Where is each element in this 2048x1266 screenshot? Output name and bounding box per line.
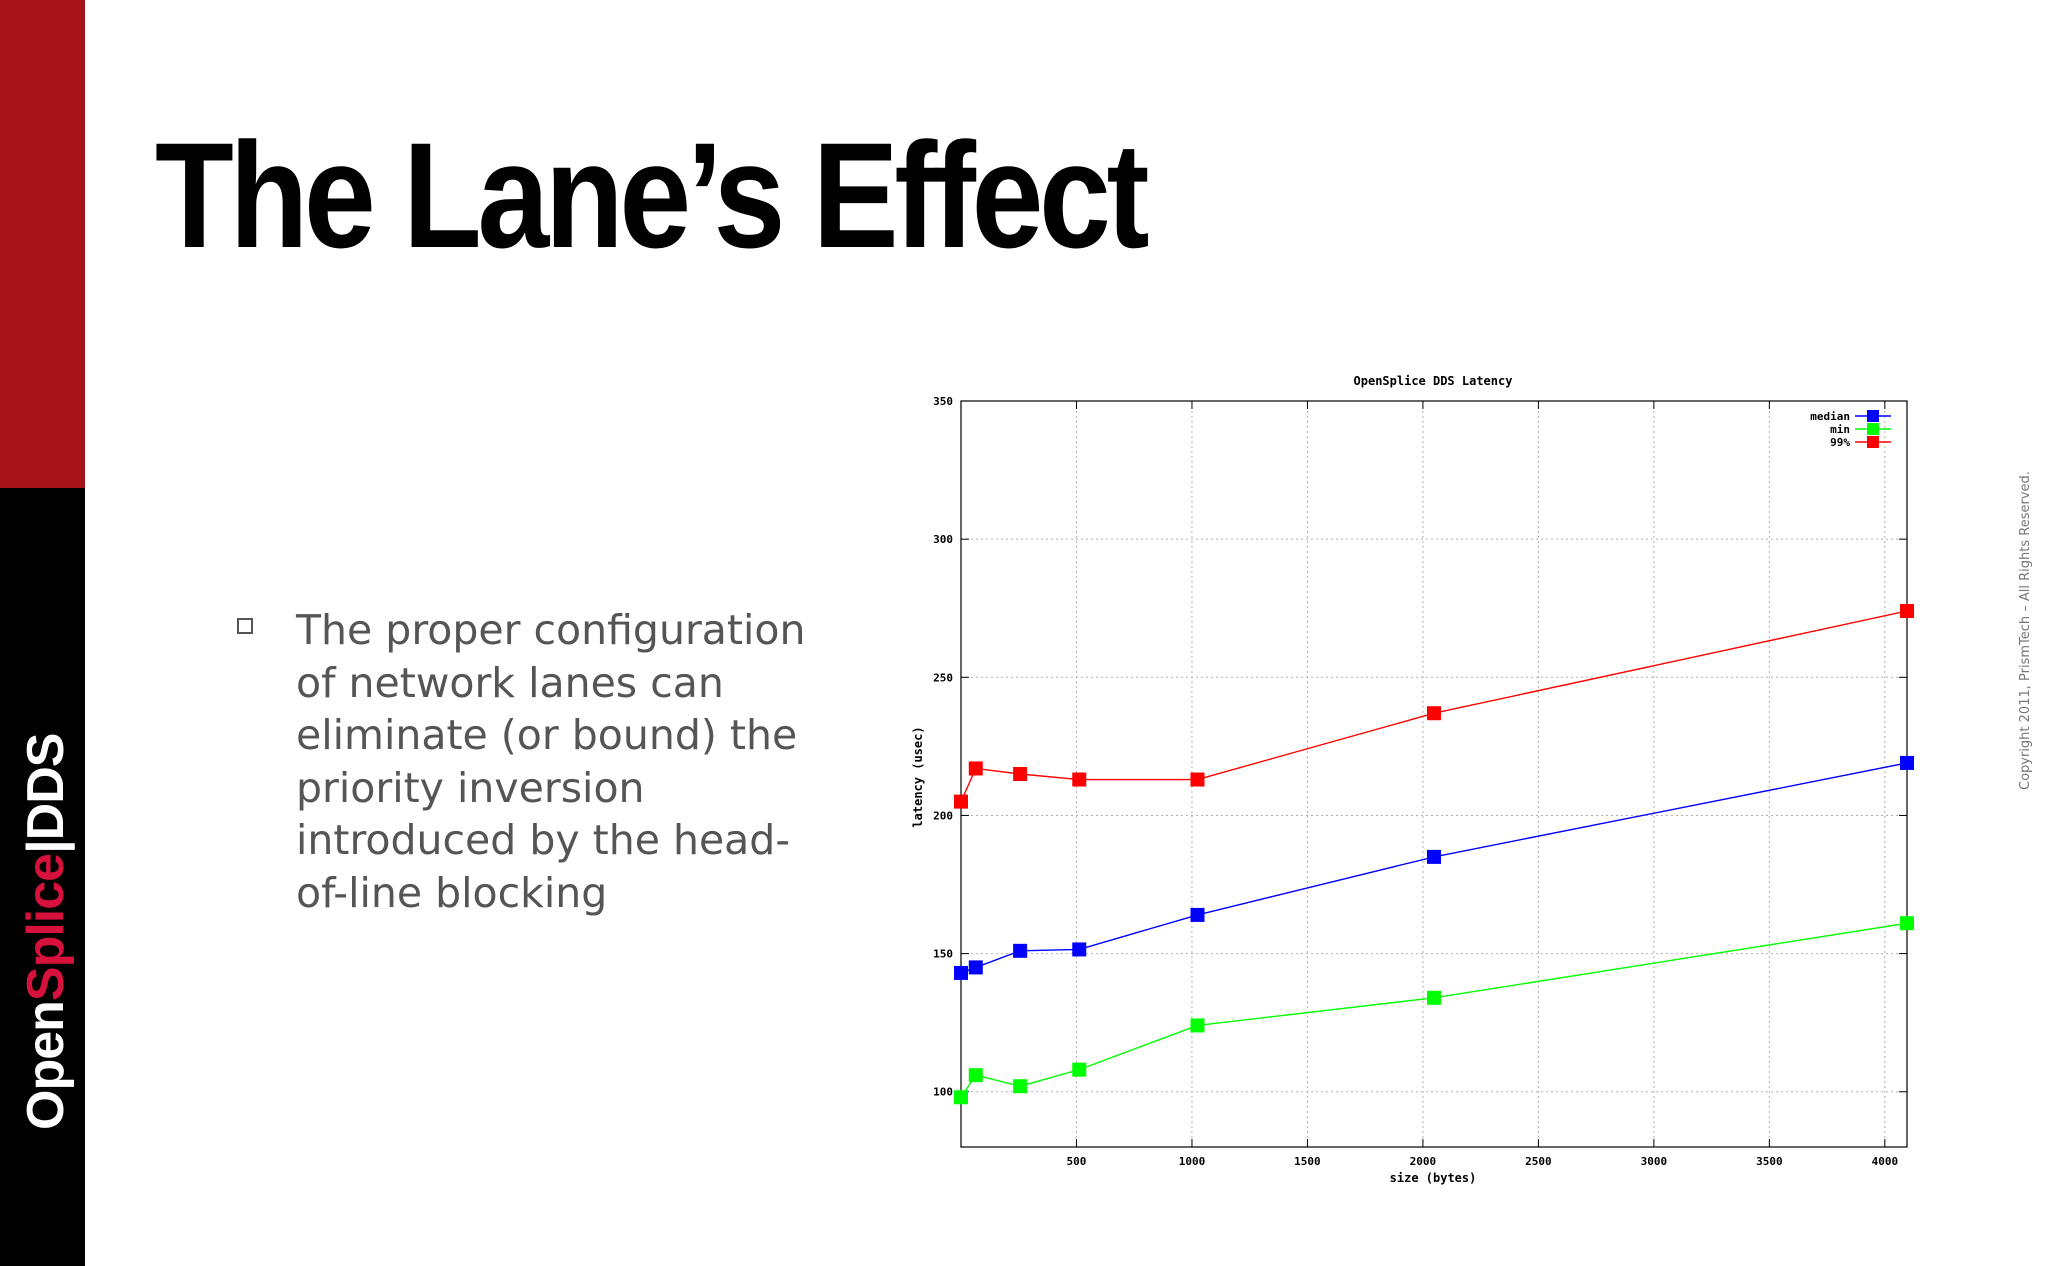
x-tick-label: 1000 — [1179, 1155, 1206, 1168]
chart-axes: 500 1000 1500 2000 2500 3000 3500 4000 100 150 200… — [933, 395, 1908, 1168]
data-point — [1190, 772, 1205, 787]
chart-series — [954, 603, 1914, 1105]
legend-label: median — [1810, 410, 1850, 423]
legend-marker — [1867, 423, 1879, 435]
data-point — [1072, 1062, 1087, 1077]
sidebar-black-band — [0, 488, 85, 1266]
chart-y-axis-label: latency (usec) — [911, 726, 925, 827]
latency-chart: OpenSplice DDS Latency size (bytes) late… — [911, 374, 1914, 1185]
bullet-text: The proper configuration of network lane… — [296, 606, 806, 917]
data-point — [1013, 943, 1028, 958]
x-tick-label: 4000 — [1872, 1155, 1899, 1168]
data-point — [1427, 849, 1441, 864]
y-tick-label: 250 — [933, 671, 953, 684]
y-tick-label: 100 — [933, 1086, 953, 1099]
logo-separator: | — [17, 840, 75, 854]
data-point — [1427, 990, 1441, 1005]
legend-marker — [1867, 410, 1879, 422]
chart-title: OpenSplice DDS Latency — [1354, 374, 1513, 388]
data-point — [954, 965, 968, 980]
logo-open: Open — [17, 1001, 75, 1130]
y-tick-label: 350 — [933, 395, 953, 408]
data-point — [1900, 603, 1914, 618]
opensplice-dds-logo: OpenSplice|DDS — [16, 734, 76, 1130]
data-point — [1900, 755, 1914, 770]
y-tick-label: 150 — [933, 948, 953, 961]
sidebar-red-band — [0, 0, 85, 488]
data-point — [968, 1068, 983, 1083]
data-point — [968, 761, 983, 776]
series-line-1 — [960, 922, 1908, 1098]
data-point — [1013, 767, 1028, 781]
data-point — [1190, 907, 1205, 922]
copyright-notice: Copyright 2011, PrismTech – All Rights R… — [2018, 471, 2033, 790]
data-point — [1900, 916, 1914, 931]
data-point — [1072, 772, 1087, 787]
x-tick-label: 2500 — [1525, 1155, 1552, 1168]
slide-title: The Lane’s Effect — [155, 111, 1150, 279]
y-tick-label: 200 — [933, 809, 953, 822]
logo-splice: Splice — [17, 853, 75, 1002]
data-point — [1013, 1079, 1028, 1094]
chart-x-axis-label: size (bytes) — [1390, 1171, 1477, 1185]
x-tick-label: 1500 — [1294, 1155, 1321, 1168]
plot-frame — [960, 400, 1908, 1148]
x-tick-label: 3000 — [1641, 1155, 1668, 1168]
logo-dds: DDS — [17, 733, 75, 841]
legend-label: min — [1830, 423, 1850, 436]
bullet-square-icon — [237, 618, 253, 634]
data-point — [954, 794, 968, 809]
data-point — [1190, 1018, 1205, 1033]
data-point — [954, 1090, 968, 1105]
y-tick-label: 300 — [933, 533, 953, 546]
legend-marker — [1867, 436, 1879, 448]
data-point — [968, 960, 983, 975]
data-point — [1072, 942, 1087, 957]
series-line-0 — [960, 762, 1908, 974]
x-tick-label: 2000 — [1410, 1155, 1437, 1168]
x-tick-label: 3500 — [1756, 1155, 1783, 1168]
data-point — [1427, 706, 1441, 721]
x-tick-label: 500 — [1067, 1155, 1087, 1168]
legend-label: 99% — [1830, 436, 1850, 449]
chart-grid — [961, 400, 1907, 1147]
